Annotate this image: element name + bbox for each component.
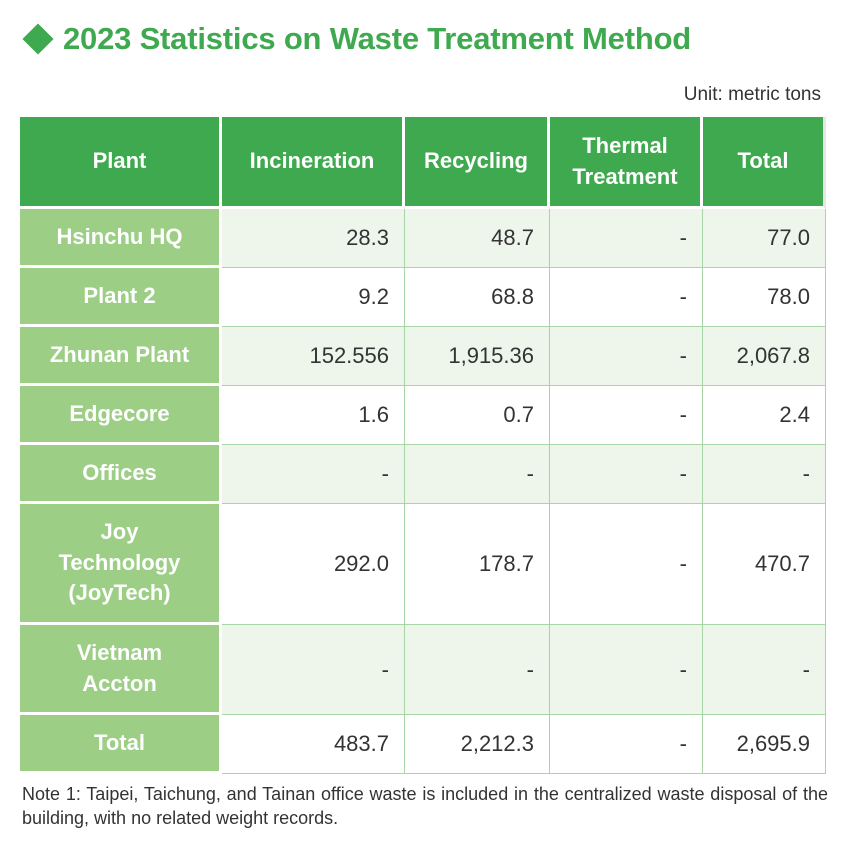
table-row: Zhunan Plant 152.556 1,915.36 - 2,067.8	[20, 327, 826, 386]
thermal-treatment-cell: -	[550, 715, 703, 774]
footnote: Note 1: Taipei, Taichung, and Tainan off…	[22, 784, 828, 828]
table-row: Offices - - - -	[20, 445, 826, 504]
total-cell: -	[703, 625, 826, 715]
thermal-treatment-cell: -	[550, 209, 703, 268]
incineration-cell: 9.2	[222, 268, 405, 327]
column-header-total: Total	[703, 117, 826, 209]
table-row: Joy Technology (JoyTech) 292.0 178.7 - 4…	[20, 504, 826, 625]
plant-cell: Total	[20, 715, 222, 774]
column-header-thermal-treatment: Thermal Treatment	[550, 117, 703, 209]
plant-cell: Joy Technology (JoyTech)	[20, 504, 222, 625]
thermal-treatment-cell: -	[550, 504, 703, 625]
total-cell: 2,067.8	[703, 327, 826, 386]
table-row-total: Total 483.7 2,212.3 - 2,695.9	[20, 715, 826, 774]
waste-treatment-table: Plant Incineration Recycling Thermal Tre…	[20, 117, 826, 774]
plant-name: Joy Technology (JoyTech)	[58, 519, 181, 606]
plant-cell: Plant 2	[20, 268, 222, 327]
total-cell: 78.0	[703, 268, 826, 327]
plant-cell: Edgecore	[20, 386, 222, 445]
plant-cell: Offices	[20, 445, 222, 504]
recycling-cell: -	[405, 445, 550, 504]
plant-cell: Hsinchu HQ	[20, 209, 222, 268]
table-header-row: Plant Incineration Recycling Thermal Tre…	[20, 117, 826, 209]
thermal-treatment-cell: -	[550, 386, 703, 445]
table-row: Plant 2 9.2 68.8 - 78.0	[20, 268, 826, 327]
plant-cell: Zhunan Plant	[20, 327, 222, 386]
total-cell: 2,695.9	[703, 715, 826, 774]
recycling-cell: 48.7	[405, 209, 550, 268]
total-cell: 2.4	[703, 386, 826, 445]
page-title: 2023 Statistics on Waste Treatment Metho…	[22, 18, 691, 60]
recycling-cell: 0.7	[405, 386, 550, 445]
recycling-cell: 68.8	[405, 268, 550, 327]
incineration-cell: 1.6	[222, 386, 405, 445]
total-cell: 470.7	[703, 504, 826, 625]
column-header-incineration: Incineration	[222, 117, 405, 209]
table-row: Hsinchu HQ 28.3 48.7 - 77.0	[20, 209, 826, 268]
thermal-treatment-cell: -	[550, 445, 703, 504]
page-title-text: 2023 Statistics on Waste Treatment Metho…	[63, 21, 692, 56]
incineration-cell: -	[222, 445, 405, 504]
table-row: Vietnam Accton - - - -	[20, 625, 826, 715]
recycling-cell: 1,915.36	[405, 327, 550, 386]
column-header-plant: Plant	[20, 117, 222, 209]
diamond-icon	[22, 23, 54, 55]
table-row: Edgecore 1.6 0.7 - 2.4	[20, 386, 826, 445]
incineration-cell: 152.556	[222, 327, 405, 386]
thermal-treatment-cell: -	[550, 625, 703, 715]
recycling-cell: -	[405, 625, 550, 715]
column-header-recycling: Recycling	[405, 117, 550, 209]
plant-name: Vietnam Accton	[76, 640, 163, 696]
unit-label: Unit: metric tons	[683, 84, 821, 105]
incineration-cell: 28.3	[222, 209, 405, 268]
thermal-treatment-cell: -	[550, 327, 703, 386]
incineration-cell: -	[222, 625, 405, 715]
recycling-cell: 178.7	[405, 504, 550, 625]
incineration-cell: 483.7	[222, 715, 405, 774]
thermal-treatment-cell: -	[550, 268, 703, 327]
total-cell: 77.0	[703, 209, 826, 268]
incineration-cell: 292.0	[222, 504, 405, 625]
total-cell: -	[703, 445, 826, 504]
recycling-cell: 2,212.3	[405, 715, 550, 774]
plant-cell: Vietnam Accton	[20, 625, 222, 715]
